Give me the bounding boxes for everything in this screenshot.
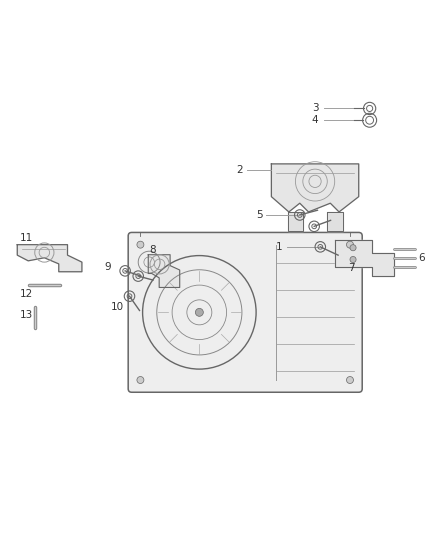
Circle shape — [350, 256, 356, 263]
Text: 6: 6 — [419, 253, 425, 263]
Circle shape — [137, 241, 144, 248]
Polygon shape — [272, 164, 359, 212]
FancyBboxPatch shape — [128, 232, 362, 392]
Polygon shape — [148, 255, 180, 287]
Text: 5: 5 — [256, 210, 262, 220]
Polygon shape — [335, 240, 394, 276]
Text: 12: 12 — [20, 288, 34, 298]
Circle shape — [346, 241, 353, 248]
Text: 3: 3 — [312, 103, 318, 114]
Text: 9: 9 — [104, 262, 111, 272]
Text: 2: 2 — [237, 165, 243, 175]
Circle shape — [137, 376, 144, 384]
Polygon shape — [327, 212, 343, 231]
Text: 4: 4 — [312, 115, 318, 125]
Text: 13: 13 — [20, 310, 34, 320]
Text: 8: 8 — [149, 245, 156, 255]
Polygon shape — [288, 212, 303, 231]
Polygon shape — [17, 245, 82, 272]
Circle shape — [346, 376, 353, 384]
Text: 10: 10 — [111, 302, 124, 312]
Circle shape — [350, 245, 356, 251]
Text: 11: 11 — [20, 233, 34, 243]
Circle shape — [195, 309, 203, 316]
Text: 7: 7 — [348, 263, 355, 273]
Text: 1: 1 — [276, 242, 283, 252]
